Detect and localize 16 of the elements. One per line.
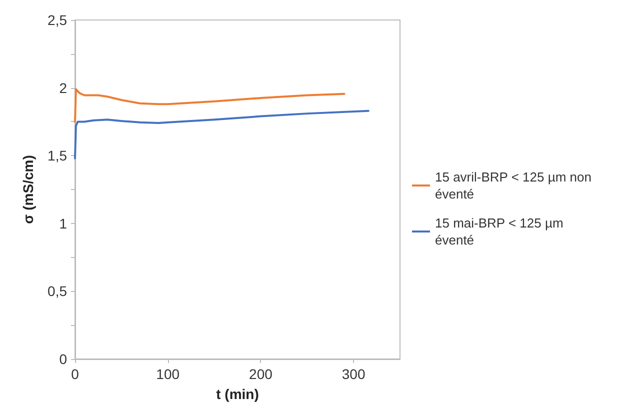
x-tick-label: 200 — [249, 366, 273, 382]
y-tick-label: 0,5 — [48, 283, 68, 300]
legend-label: 15 avril-BRP < 125 µm non éventé — [435, 170, 596, 202]
line-series — [74, 110, 370, 160]
legend-label: 15 mai-BRP < 125 µm éventé — [435, 216, 567, 248]
y-axis-title: σ (mS/cm) — [20, 155, 36, 224]
y-tick-label: 1,5 — [48, 148, 68, 164]
x-tick-label: 0 — [71, 366, 80, 382]
line-series — [74, 88, 346, 123]
x-tick-label: 100 — [156, 366, 180, 382]
y-tick-label: 0 — [59, 351, 68, 367]
y-tick-label: 1 — [59, 215, 68, 232]
y-tick-label: 2 — [59, 80, 68, 96]
x-tick-label: 300 — [342, 366, 366, 382]
x-axis-title: t (min) — [216, 386, 259, 402]
y-tick-label: 2,5 — [48, 12, 68, 28]
